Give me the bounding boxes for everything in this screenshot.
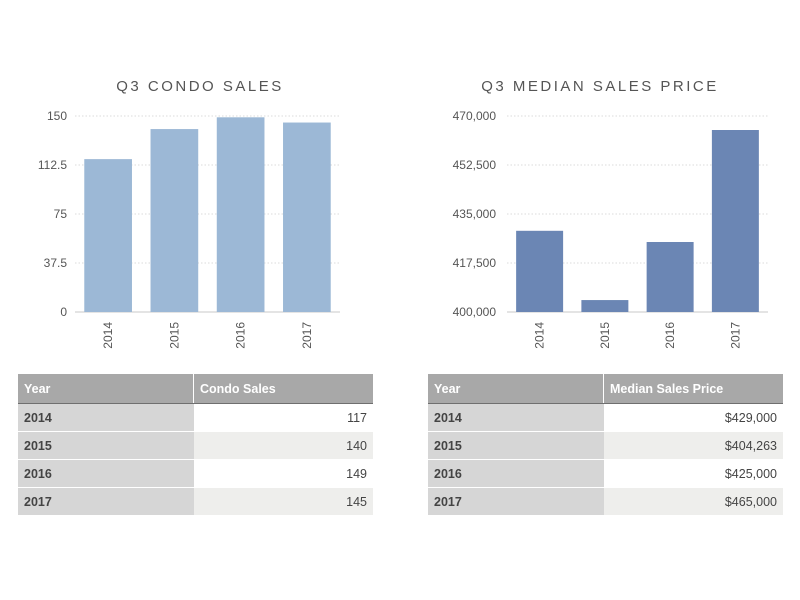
value-cell: $404,263 xyxy=(603,431,783,460)
table-row: 2015 $404,263 xyxy=(428,431,783,460)
y-tick-label: 417,500 xyxy=(453,256,497,270)
table-row: 2017 145 xyxy=(18,487,373,515)
value-cell: $465,000 xyxy=(603,487,783,515)
bar-2016 xyxy=(216,117,265,312)
chart-title: Q3 MEDIAN SALES PRICE xyxy=(481,78,719,95)
year-cell: 2016 xyxy=(18,459,194,488)
x-tick-label: 2015 xyxy=(598,322,612,349)
year-cell: 2016 xyxy=(428,459,604,488)
value-cell: 145 xyxy=(193,487,373,515)
x-tick-label: 2016 xyxy=(234,322,248,349)
table-row: 2017 $465,000 xyxy=(428,487,783,515)
bar-2017 xyxy=(711,130,759,312)
y-tick-label: 112.5 xyxy=(38,158,67,172)
table-row: 2014 $429,000 xyxy=(428,403,783,432)
table-row: 2015 140 xyxy=(18,431,373,460)
x-tick-label: 2014 xyxy=(533,322,547,349)
y-tick-label: 150 xyxy=(47,109,67,123)
table-row: 2016 $425,000 xyxy=(428,459,783,488)
y-tick-label: 0 xyxy=(60,305,67,319)
y-tick-label: 400,000 xyxy=(453,305,497,319)
x-tick-label: 2015 xyxy=(167,322,181,349)
column-header-year: Year xyxy=(18,374,194,404)
y-tick-label: 37.5 xyxy=(44,256,68,270)
table-header-row: Year Condo Sales xyxy=(18,374,373,404)
value-cell: $429,000 xyxy=(603,403,783,432)
year-cell: 2015 xyxy=(428,431,604,460)
x-tick-label: 2017 xyxy=(728,322,742,349)
median-price-table: Year Median Sales Price 2014 $429,000 20… xyxy=(428,374,783,515)
bar-2016 xyxy=(646,242,694,312)
bar-2014 xyxy=(516,230,564,312)
year-cell: 2014 xyxy=(428,403,604,432)
bar-2015 xyxy=(581,300,629,312)
bar-2015 xyxy=(150,129,199,312)
value-cell: $425,000 xyxy=(603,459,783,488)
table-header-row: Year Median Sales Price xyxy=(428,374,783,404)
table-row: 2014 117 xyxy=(18,403,373,432)
condo-sales-table: Year Condo Sales 2014 117 2015 140 2016 … xyxy=(18,374,373,515)
y-tick-label: 75 xyxy=(54,207,68,221)
median-price-panel: Q3 MEDIAN SALES PRICE 400,000 417,500 435,… xyxy=(400,0,800,600)
value-cell: 149 xyxy=(193,459,373,488)
y-tick-label: 470,000 xyxy=(453,109,497,123)
x-tick-label: 2016 xyxy=(663,322,677,349)
y-tick-label: 452,500 xyxy=(453,158,497,172)
year-cell: 2017 xyxy=(18,487,194,515)
year-cell: 2015 xyxy=(18,431,194,460)
chart-title: Q3 CONDO SALES xyxy=(116,78,284,95)
year-cell: 2014 xyxy=(18,403,194,432)
condo-sales-panel: Q3 CONDO SALES 0 37.5 75 112.5 150 2014 2015 20… xyxy=(18,78,373,515)
column-header-condo-sales: Condo Sales xyxy=(193,374,373,404)
condo-sales-chart: 0 37.5 75 112.5 150 2014 2015 2016 2017 xyxy=(38,109,340,349)
value-cell: 140 xyxy=(193,431,373,460)
median-price-chart: 400,000 417,500 435,000 452,500 470,000 2014 2… xyxy=(453,109,768,349)
column-header-year: Year xyxy=(428,374,604,404)
bar-2014 xyxy=(84,159,132,312)
x-tick-label: 2014 xyxy=(101,322,115,349)
year-cell: 2017 xyxy=(428,487,604,515)
column-header-median-sales-price: Median Sales Price xyxy=(603,374,783,404)
y-tick-label: 435,000 xyxy=(453,207,497,221)
value-cell: 117 xyxy=(193,403,373,432)
x-tick-label: 2017 xyxy=(300,322,314,349)
bar-2017 xyxy=(283,122,331,313)
table-row: 2016 149 xyxy=(18,459,373,488)
